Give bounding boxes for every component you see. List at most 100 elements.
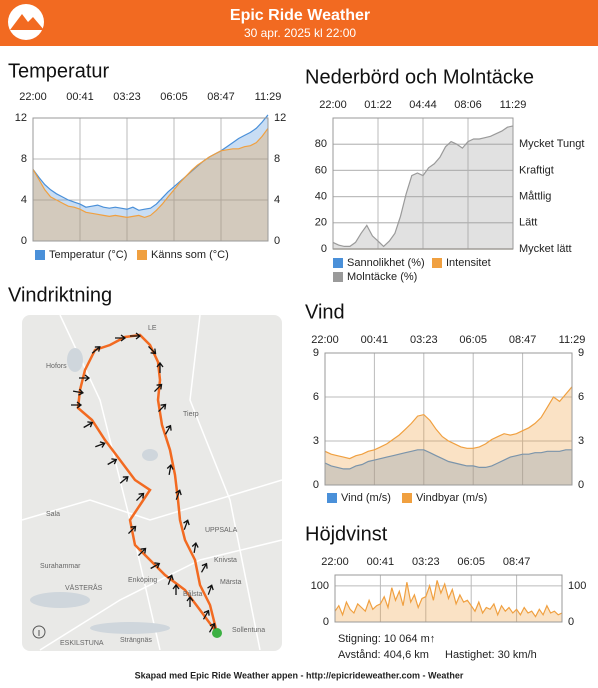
- y-tick-label: 0: [321, 243, 327, 255]
- map-label: Sala: [46, 511, 60, 518]
- wind-arrow: [183, 519, 190, 530]
- chart-title: Temperatur: [8, 60, 109, 82]
- y-tick-label: 3: [313, 435, 319, 447]
- y-tick-label: 20: [315, 217, 327, 229]
- y-tick-label-right: Måttlig: [519, 191, 551, 203]
- x-tick-label: 06:05: [160, 91, 188, 103]
- y-tick-label-right: Kraftigt: [519, 164, 554, 176]
- header-title: Epic Ride Weather: [230, 7, 370, 24]
- wind-arrow: [107, 458, 118, 466]
- y-tick-label: 0: [21, 235, 27, 247]
- map-label: ESKILSTUNA: [60, 640, 104, 647]
- wind-arrow: [208, 622, 216, 633]
- legend-swatch: [333, 258, 343, 268]
- y-tick-label-right: 4: [274, 194, 280, 206]
- wind-arrow: [186, 595, 194, 607]
- series-line: [324, 449, 572, 470]
- map-lakes: [30, 348, 170, 634]
- wind-arrow: [150, 562, 161, 570]
- x-tick-label: 11:29: [559, 334, 586, 346]
- wind-arrow: [158, 403, 167, 412]
- x-tick-label: 00:41: [367, 556, 395, 568]
- y-tick-label: 60: [315, 164, 327, 176]
- series-line: [332, 125, 514, 248]
- y-tick-label-right: Mycket lätt: [519, 243, 572, 255]
- area-fill: [325, 386, 572, 485]
- y-tick-label: 12: [15, 112, 27, 124]
- y-tick-label: 80: [315, 138, 327, 150]
- x-tick-label: 11:29: [500, 99, 527, 111]
- y-tick-label: 4: [21, 194, 27, 206]
- map-label: LE: [148, 325, 157, 332]
- legend-label: Intensitet: [446, 257, 491, 269]
- map-label: Surahammar: [40, 563, 81, 570]
- legend-label: Temperatur (°C): [49, 249, 127, 261]
- legend-swatch: [432, 258, 442, 268]
- map-label: UPPSALA: [205, 527, 238, 534]
- x-tick-label: 03:23: [410, 334, 438, 346]
- y-tick-label-right: 6: [578, 391, 584, 403]
- x-tick-label: 08:47: [509, 334, 537, 346]
- wind-arrow: [167, 574, 174, 585]
- legend-label: Vind (m/s): [341, 492, 391, 504]
- legend-label: Vindbyar (m/s): [416, 492, 487, 504]
- header-bar: [0, 0, 598, 46]
- plot-frame: [334, 574, 563, 623]
- x-tick-label: 08:47: [503, 556, 531, 568]
- wind-arrow: [136, 492, 145, 501]
- legend-label: Känns som (°C): [151, 249, 229, 261]
- x-tick-label: 01:22: [364, 99, 392, 111]
- plot-frame: [324, 352, 573, 486]
- stat-speed: Hastighet: 30 km/h: [445, 649, 537, 661]
- map-title: Vindriktning: [8, 284, 112, 306]
- y-tick-label: 8: [21, 153, 27, 165]
- x-tick-label: 03:23: [412, 556, 440, 568]
- route: [76, 333, 219, 634]
- y-tick-label: 0: [323, 616, 329, 628]
- y-tick-label: 100: [311, 580, 329, 592]
- wind-arrow: [207, 584, 214, 595]
- wind-arrow: [72, 388, 84, 396]
- legend-label: Molntäcke (%): [347, 271, 417, 283]
- x-tick-label: 03:23: [113, 91, 141, 103]
- map-label: Hofors: [46, 363, 67, 370]
- x-tick-label: 00:41: [66, 91, 94, 103]
- x-tick-label: 06:05: [457, 556, 485, 568]
- x-tick-label: 06:05: [459, 334, 487, 346]
- x-tick-label: 22:00: [19, 91, 47, 103]
- map: [22, 315, 282, 651]
- series-line: [32, 114, 269, 211]
- wind-arrow: [191, 542, 199, 554]
- legend-swatch: [35, 250, 45, 260]
- y-tick-label-right: 0: [568, 616, 574, 628]
- wind-arrow: [115, 334, 127, 342]
- wind-arrow: [95, 441, 106, 448]
- chart-title: Vind: [305, 301, 345, 323]
- header-subtitle: 30 apr. 2025 kl 22:00: [244, 26, 356, 40]
- chart-title: Nederbörd och Molntäcke: [305, 66, 534, 88]
- stat-distance: Avstånd: 404,6 km: [338, 649, 429, 661]
- y-tick-label-right: 8: [274, 153, 280, 165]
- map-label: Sollentuna: [232, 627, 265, 634]
- x-tick-label: 08:06: [454, 99, 482, 111]
- area-fill: [33, 128, 268, 241]
- map-label: Strängnäs: [120, 637, 152, 644]
- x-tick-label: 22:00: [311, 334, 339, 346]
- y-tick-label: 9: [313, 347, 319, 359]
- y-tick-label-right: 12: [274, 112, 286, 124]
- series-line: [334, 580, 563, 618]
- y-tick-label-right: 0: [578, 479, 584, 491]
- legend-swatch: [327, 493, 337, 503]
- map-info-icon: [32, 625, 46, 639]
- route-start: [212, 628, 222, 638]
- y-tick-label-right: 9: [578, 347, 584, 359]
- footer: Skapad med Epic Ride Weather appen - htt…: [135, 670, 464, 680]
- wind-arrow: [71, 401, 83, 409]
- logo: [8, 4, 44, 40]
- wind-arrow: [156, 361, 164, 373]
- wind-arrow: [202, 609, 210, 620]
- map-label: Knivsta: [214, 557, 237, 564]
- x-tick-label: 22:00: [319, 99, 347, 111]
- chart-title: Höjdvinst: [305, 523, 388, 545]
